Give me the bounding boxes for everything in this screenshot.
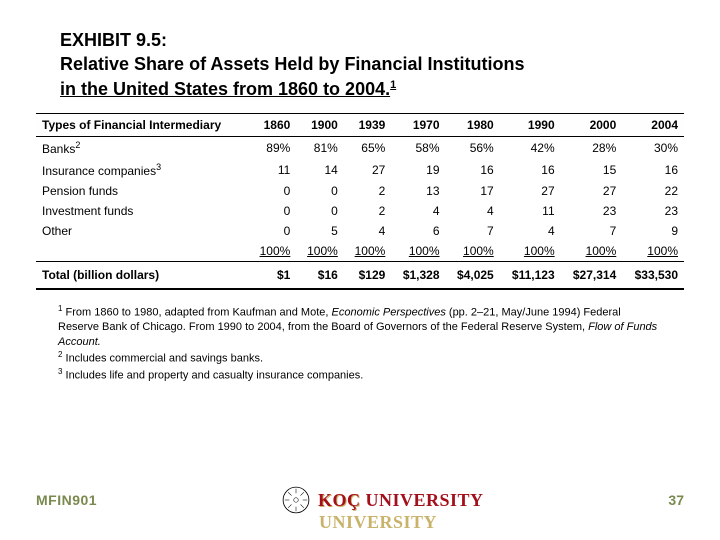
totals-row: 100%100%100%100%100%100%100%100%: [36, 241, 684, 262]
header-year: 2000: [561, 113, 623, 136]
footnote-3: 3 Includes life and property and casualt…: [58, 367, 662, 384]
cell-value: 42%: [500, 136, 561, 159]
cell-value: 58%: [391, 136, 445, 159]
course-code: MFIN901: [36, 492, 97, 508]
cell-value: 6: [391, 221, 445, 241]
cell-value: 0: [249, 181, 297, 201]
footnote-1: 1 From 1860 to 1980, adapted from Kaufma…: [58, 304, 662, 350]
grand-cell: $4,025: [446, 261, 500, 289]
grand-cell: $1: [249, 261, 297, 289]
cell-value: 16: [500, 159, 561, 181]
cell-value: 89%: [249, 136, 297, 159]
cell-value: 22: [622, 181, 684, 201]
page-number: 37: [668, 492, 684, 508]
row-label: Investment funds: [36, 201, 249, 221]
slide-footer: MFIN901 KOÇ UNIVERSITY KOÇ UNI: [36, 486, 684, 514]
footnote-2: 2 Includes commercial and savings banks.: [58, 350, 662, 367]
table-row: Investment funds00244112323: [36, 201, 684, 221]
cell-value: 65%: [344, 136, 392, 159]
totals-cell: 100%: [296, 241, 344, 262]
grand-cell: $11,123: [500, 261, 561, 289]
cell-value: 14: [296, 159, 344, 181]
cell-value: 16: [446, 159, 500, 181]
totals-cell: 100%: [391, 241, 445, 262]
totals-cell: 100%: [344, 241, 392, 262]
grand-cell: $27,314: [561, 261, 623, 289]
exhibit-title: EXHIBIT 9.5: Relative Share of Assets He…: [36, 28, 684, 107]
grand-total-row: Total (billion dollars)$1$16$129$1,328$4…: [36, 261, 684, 289]
cell-value: 9: [622, 221, 684, 241]
cell-value: 27: [561, 181, 623, 201]
university-logo-block: KOÇ UNIVERSITY KOÇ UNIVERSITY: [282, 486, 484, 514]
header-year: 1970: [391, 113, 445, 136]
cell-value: 81%: [296, 136, 344, 159]
header-year: 1860: [249, 113, 297, 136]
grand-cell: $129: [344, 261, 392, 289]
title-line1: EXHIBIT 9.5:: [60, 28, 660, 52]
row-label: Insurance companies3: [36, 159, 249, 181]
cell-value: 56%: [446, 136, 500, 159]
header-year: 1939: [344, 113, 392, 136]
cell-value: 15: [561, 159, 623, 181]
cell-value: 13: [391, 181, 445, 201]
cell-value: 0: [296, 181, 344, 201]
cell-value: 4: [391, 201, 445, 221]
header-year: 1980: [446, 113, 500, 136]
cell-value: 0: [249, 221, 297, 241]
cell-value: 28%: [561, 136, 623, 159]
totals-cell: 100%: [446, 241, 500, 262]
header-year: 1990: [500, 113, 561, 136]
row-label: Banks2: [36, 136, 249, 159]
cell-value: 11: [500, 201, 561, 221]
cell-value: 16: [622, 159, 684, 181]
footnotes: 1 From 1860 to 1980, adapted from Kaufma…: [36, 304, 684, 383]
table-header-row: Types of Financial Intermediary 1860 190…: [36, 113, 684, 136]
grand-cell: $33,530: [622, 261, 684, 289]
totals-cell: 100%: [249, 241, 297, 262]
header-types: Types of Financial Intermediary: [36, 113, 249, 136]
university-seal-icon: [282, 486, 310, 514]
cell-value: 27: [344, 159, 392, 181]
title-line2: Relative Share of Assets Held by Financi…: [60, 52, 660, 101]
cell-value: 0: [249, 201, 297, 221]
table-row: Pension funds0021317272722: [36, 181, 684, 201]
totals-cell: 100%: [622, 241, 684, 262]
table-row: Other05467479: [36, 221, 684, 241]
row-label: Other: [36, 221, 249, 241]
cell-value: 2: [344, 201, 392, 221]
cell-value: 23: [561, 201, 623, 221]
header-year: 1900: [296, 113, 344, 136]
cell-value: 2: [344, 181, 392, 201]
cell-value: 0: [296, 201, 344, 221]
cell-value: 4: [446, 201, 500, 221]
grand-cell: $1,328: [391, 261, 445, 289]
cell-value: 7: [446, 221, 500, 241]
university-name: KOÇ UNIVERSITY KOÇ UNIVERSITY: [318, 490, 484, 511]
cell-value: 19: [391, 159, 445, 181]
cell-value: 11: [249, 159, 297, 181]
cell-value: 23: [622, 201, 684, 221]
totals-cell: 100%: [500, 241, 561, 262]
grand-cell: $16: [296, 261, 344, 289]
cell-value: 17: [446, 181, 500, 201]
cell-value: 4: [344, 221, 392, 241]
totals-cell: 100%: [561, 241, 623, 262]
row-label: Pension funds: [36, 181, 249, 201]
cell-value: 4: [500, 221, 561, 241]
header-year: 2004: [622, 113, 684, 136]
cell-value: 30%: [622, 136, 684, 159]
cell-value: 5: [296, 221, 344, 241]
cell-value: 7: [561, 221, 623, 241]
assets-table: Types of Financial Intermediary 1860 190…: [36, 113, 684, 290]
cell-value: 27: [500, 181, 561, 201]
table-row: Insurance companies31114271916161516: [36, 159, 684, 181]
table-row: Banks289%81%65%58%56%42%28%30%: [36, 136, 684, 159]
grand-label: Total (billion dollars): [36, 261, 249, 289]
